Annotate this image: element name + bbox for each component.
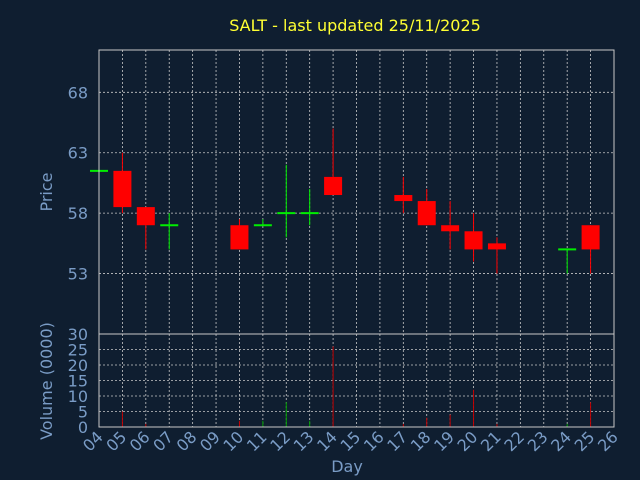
axes: 5358636805101520253004050607080910111213… bbox=[68, 49, 622, 455]
chart-marks bbox=[90, 128, 600, 427]
chart-title: SALT - last updated 25/11/2025 bbox=[229, 16, 481, 35]
price-tick-label: 68 bbox=[68, 83, 88, 102]
grid bbox=[99, 50, 614, 427]
candle-body bbox=[441, 225, 460, 232]
price-axis-label: Price bbox=[37, 172, 56, 211]
candle-body bbox=[136, 207, 155, 226]
price-tick-label: 53 bbox=[68, 265, 88, 284]
price-tick-label: 63 bbox=[68, 144, 88, 163]
volume-tick-label: 30 bbox=[68, 325, 88, 344]
volume-tick-label: 0 bbox=[78, 418, 88, 437]
volume-tick-label: 25 bbox=[68, 341, 88, 360]
volume-tick-label: 10 bbox=[68, 387, 88, 406]
candle-body bbox=[230, 225, 249, 250]
candle-body bbox=[324, 176, 343, 196]
candle-body bbox=[394, 195, 413, 202]
candle-body bbox=[417, 201, 436, 226]
volume-tick-label: 20 bbox=[68, 356, 88, 375]
candle-body bbox=[464, 231, 483, 250]
volume-tick-label: 5 bbox=[78, 403, 88, 422]
volume-panel-frame bbox=[98, 333, 615, 428]
price-tick-label: 58 bbox=[68, 204, 88, 223]
volume-axis-label: Volume (0000) bbox=[37, 322, 56, 440]
volume-tick-label: 15 bbox=[68, 372, 88, 391]
candle-body bbox=[487, 243, 506, 250]
candle-body bbox=[581, 225, 600, 250]
x-tick-label: 26 bbox=[594, 427, 622, 455]
x-axis-label: Day bbox=[331, 457, 363, 476]
candle-body bbox=[113, 170, 132, 208]
